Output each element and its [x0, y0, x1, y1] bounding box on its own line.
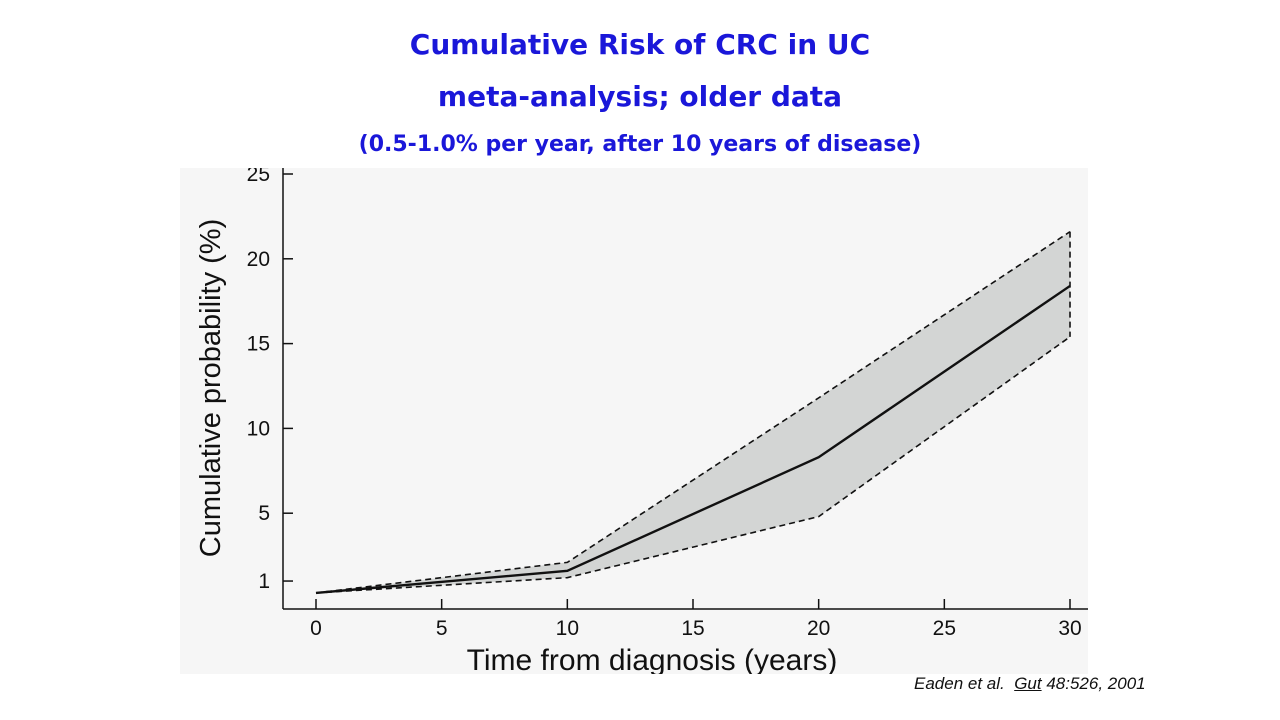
x-tick-label-20: 20 [807, 617, 830, 640]
citation-authors: Eaden et al. [914, 674, 1005, 693]
y-tick-label-20: 20 [247, 248, 270, 271]
x-tick-label-25: 25 [933, 617, 956, 640]
estimate-line [315, 284, 1071, 595]
x-tick-label-5: 5 [436, 617, 448, 640]
confidence-band [316, 231, 1070, 593]
y-tick-label-5: 5 [258, 502, 270, 525]
y-tick-label-15: 15 [247, 333, 270, 356]
citation-ref: 48:526, 2001 [1046, 674, 1146, 693]
citation-journal: Gut [1014, 674, 1042, 693]
chart-title-line2: meta-analysis; older data [437, 80, 843, 113]
x-tick-label-0: 0 [310, 617, 322, 640]
y-tick-label-1: 1 [258, 570, 270, 593]
y-tick-label-10: 10 [247, 417, 270, 440]
lower-ci-line [315, 336, 1071, 594]
chart-subtitle: (0.5-1.0% per year, after 10 years of di… [358, 132, 922, 157]
chart-title-line1: Cumulative Risk of CRC in UC [409, 28, 871, 61]
chart-panel: 1 5 10 15 20 25 0 5 10 15 20 25 30 Time from diagnosi… [180, 168, 1088, 674]
upper-ci-line [315, 230, 1071, 594]
x-axis-title: Time from diagnosis (years) [467, 644, 838, 674]
y-tick-label-25: 25 [247, 168, 270, 186]
citation: Eaden et al. Gut 48:526, 2001 [914, 674, 1146, 694]
y-axis-title: Cumulative probability (%) [195, 219, 227, 557]
x-tick-label-10: 10 [556, 617, 579, 640]
x-tick-label-15: 15 [681, 617, 704, 640]
x-tick-label-30: 30 [1058, 617, 1081, 640]
